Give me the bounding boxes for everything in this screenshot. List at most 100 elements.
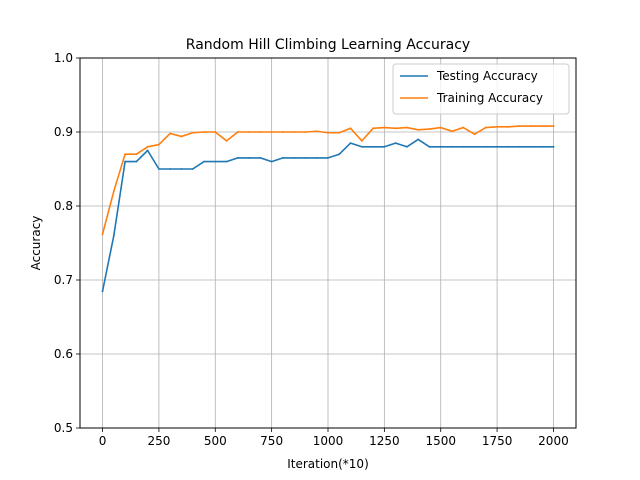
data-point-training xyxy=(383,126,386,129)
data-point-training xyxy=(112,190,115,193)
data-point-testing xyxy=(282,157,284,159)
data-point-training xyxy=(439,126,442,129)
data-point-training xyxy=(146,145,149,148)
data-point-training xyxy=(530,125,532,127)
data-point-training xyxy=(338,131,341,134)
data-point-testing xyxy=(146,149,149,152)
y-tick-label: 0.6 xyxy=(54,347,73,361)
legend-label-training: Training Accuracy xyxy=(436,91,543,105)
data-point-testing xyxy=(552,145,555,148)
data-point-testing xyxy=(394,142,397,145)
data-point-training xyxy=(282,131,284,133)
chart-title: Random Hill Climbing Learning Accuracy xyxy=(186,37,470,53)
data-point-testing xyxy=(101,290,104,292)
data-point-testing xyxy=(203,160,205,163)
data-point-testing xyxy=(484,145,487,148)
data-point-testing xyxy=(225,160,228,163)
x-tick-label: 1750 xyxy=(482,434,513,448)
data-point-testing xyxy=(349,142,352,145)
data-point-training xyxy=(507,125,510,128)
y-tick-label: 0.7 xyxy=(54,273,73,287)
data-point-testing xyxy=(180,168,183,170)
y-tick-label: 0.8 xyxy=(54,199,73,213)
data-point-training xyxy=(417,128,420,131)
data-point-training xyxy=(180,135,183,138)
data-point-training xyxy=(552,125,555,127)
x-axis-label: Iteration(*10) xyxy=(287,457,369,471)
data-point-training xyxy=(169,132,172,135)
data-point-testing xyxy=(496,145,498,148)
data-point-testing xyxy=(112,234,115,237)
data-point-testing xyxy=(315,157,318,159)
data-point-training xyxy=(327,131,329,134)
data-point-testing xyxy=(372,145,374,148)
data-point-testing xyxy=(541,145,544,148)
data-point-training xyxy=(293,131,296,133)
data-point-training xyxy=(158,143,160,146)
series-lines xyxy=(101,125,555,293)
data-point-testing xyxy=(304,157,307,159)
data-point-testing xyxy=(236,157,239,159)
data-point-training xyxy=(259,131,262,133)
data-point-training xyxy=(360,139,363,142)
data-point-training xyxy=(473,133,476,136)
x-tick-label: 1500 xyxy=(425,434,456,448)
y-tick-label: 1.0 xyxy=(54,51,73,65)
data-point-testing xyxy=(158,168,160,170)
data-point-testing xyxy=(191,168,194,170)
data-point-training xyxy=(394,127,397,130)
data-point-training xyxy=(101,233,104,236)
data-point-testing xyxy=(135,160,138,163)
y-tick-label: 0.9 xyxy=(54,125,73,139)
legend-box xyxy=(392,63,570,115)
data-point-training xyxy=(124,153,126,156)
data-point-training xyxy=(214,131,217,133)
data-point-testing xyxy=(473,145,476,148)
data-point-training xyxy=(315,130,318,133)
x-tick-label: 2000 xyxy=(538,434,569,448)
data-point-training xyxy=(541,125,544,127)
data-point-training xyxy=(203,131,205,133)
x-tick-label: 750 xyxy=(260,434,283,448)
data-point-training xyxy=(135,153,138,156)
x-tick-label: 250 xyxy=(147,434,170,448)
ticks: 0 250 500 750 1000 1250 1500 1750 2000 0.5 0.6 0.7 0… xyxy=(54,51,569,448)
data-point-testing xyxy=(439,145,442,148)
data-point-training xyxy=(484,126,487,129)
data-point-testing xyxy=(360,145,363,148)
data-point-testing xyxy=(327,157,329,159)
data-point-testing xyxy=(406,145,408,148)
data-point-testing xyxy=(507,145,510,148)
x-tick-label: 1250 xyxy=(369,434,400,448)
data-point-testing xyxy=(451,145,453,148)
legend-label-testing: Testing Accuracy xyxy=(436,69,538,83)
data-point-training xyxy=(462,126,465,129)
data-point-training xyxy=(406,126,408,129)
data-point-testing xyxy=(169,168,172,170)
data-point-testing xyxy=(259,157,262,159)
data-point-testing xyxy=(518,145,521,148)
data-point-testing xyxy=(428,145,431,148)
data-point-testing xyxy=(338,153,341,156)
data-point-testing xyxy=(293,157,296,159)
data-point-training xyxy=(304,131,307,133)
data-point-testing xyxy=(124,160,126,163)
data-point-training xyxy=(349,127,352,130)
data-point-testing xyxy=(530,145,532,148)
x-tick-label: 0 xyxy=(99,434,107,448)
data-point-testing xyxy=(270,160,273,163)
x-tick-label: 500 xyxy=(204,434,227,448)
data-point-training xyxy=(496,125,498,128)
data-point-training xyxy=(372,127,374,130)
data-point-training xyxy=(518,125,521,127)
data-point-training xyxy=(236,131,239,133)
data-point-testing xyxy=(417,138,420,141)
data-point-training xyxy=(225,139,228,142)
x-tick-label: 1000 xyxy=(313,434,344,448)
legend: Testing Accuracy Training Accuracy xyxy=(392,63,570,115)
data-point-training xyxy=(270,131,273,133)
y-tick-label: 0.5 xyxy=(54,421,73,435)
data-point-training xyxy=(248,131,250,133)
data-point-testing xyxy=(383,145,386,148)
